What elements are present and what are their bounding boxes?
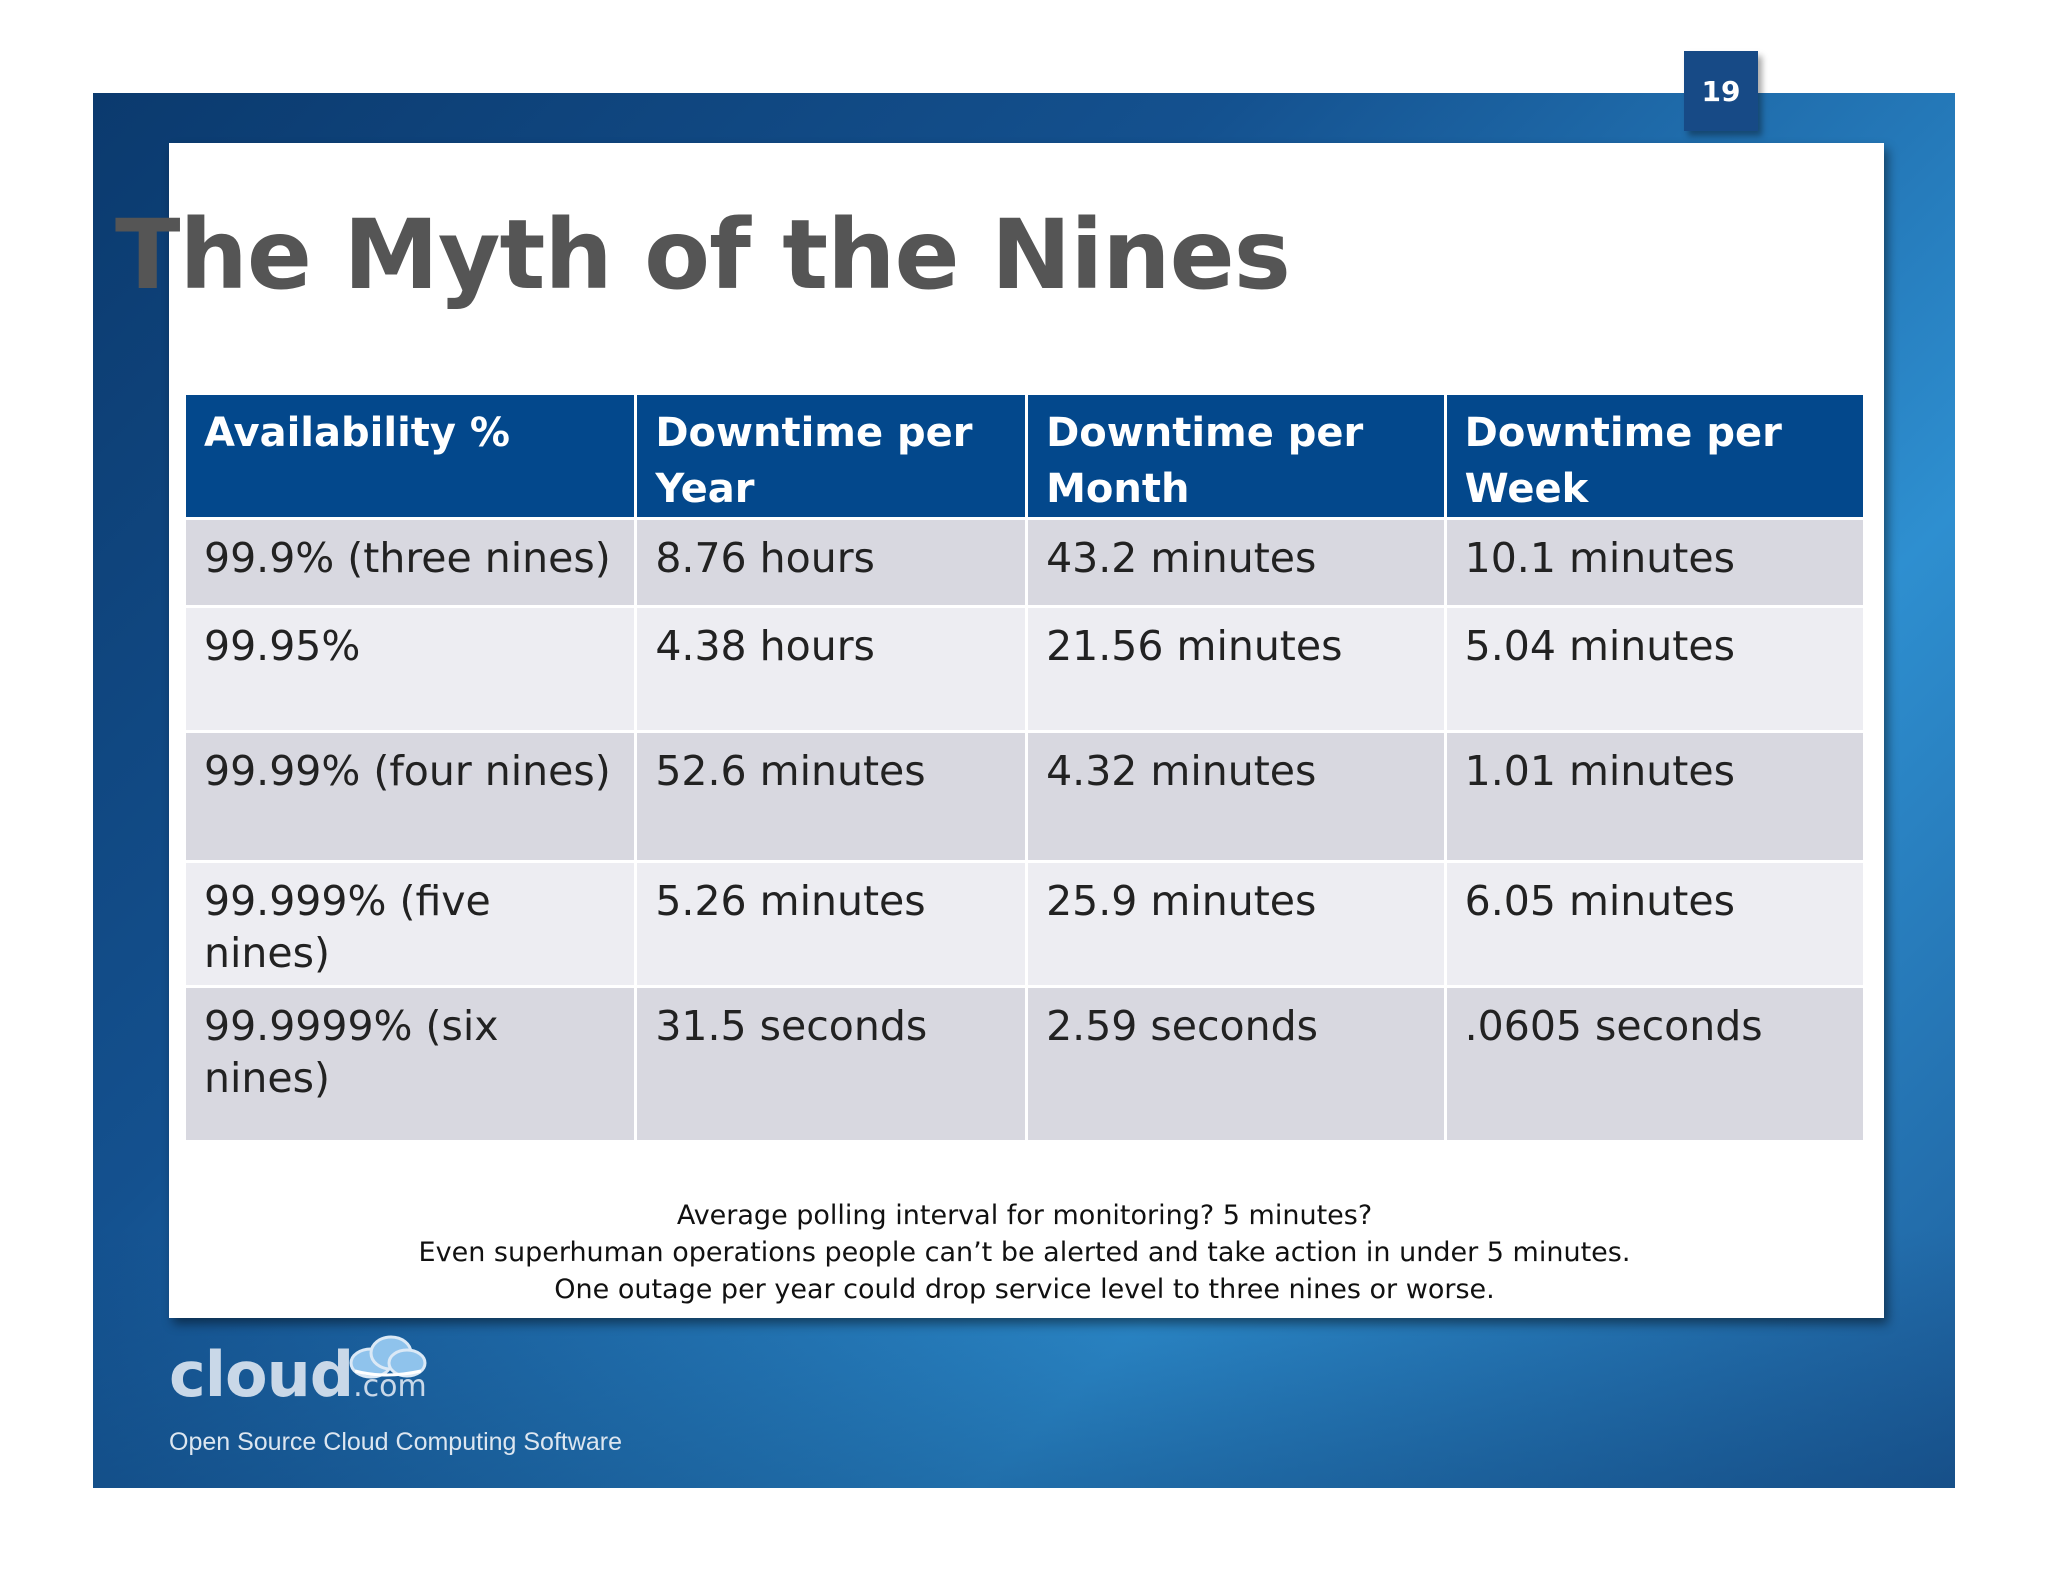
cell-availability: 99.999% (five nines) [186, 863, 638, 988]
table-header-row: Availability % Downtime per Year Downtim… [186, 395, 1863, 520]
cell-year: 31.5 seconds [637, 988, 1029, 1143]
cell-week: 5.04 minutes [1446, 608, 1863, 733]
cell-month: 25.9 minutes [1028, 863, 1447, 988]
cell-year: 8.76 hours [637, 520, 1029, 608]
table-row: 99.999% (five nines) 5.26 minutes 25.9 m… [186, 863, 1863, 988]
footnote-line: Even superhuman operations people can’t … [418, 1237, 1631, 1268]
cell-week: .0605 seconds [1446, 988, 1863, 1143]
footnote-line: One outage per year could drop service l… [554, 1274, 1495, 1305]
cell-week: 10.1 minutes [1446, 520, 1863, 608]
cell-month: 4.32 minutes [1028, 733, 1447, 863]
logo-tagline: Open Source Cloud Computing Software [169, 1428, 623, 1456]
table-row: 99.9999% (six nines) 31.5 seconds 2.59 s… [186, 988, 1863, 1143]
cell-year: 4.38 hours [637, 608, 1029, 733]
availability-table: Availability % Downtime per Year Downtim… [186, 395, 1863, 1143]
table-row: 99.95% 4.38 hours 21.56 minutes 5.04 min… [186, 608, 1863, 733]
cell-availability: 99.9% (three nines) [186, 520, 638, 608]
page-number-badge: 19 [1684, 51, 1758, 131]
footnote: Average polling interval for monitoring?… [186, 1197, 1863, 1308]
table-row: 99.9% (three nines) 8.76 hours 43.2 minu… [186, 520, 1863, 608]
cell-month: 21.56 minutes [1028, 608, 1447, 733]
logo-wordmark: cloud.com [169, 1335, 622, 1422]
header-downtime-year: Downtime per Year [637, 395, 1029, 520]
cell-availability: 99.99% (four nines) [186, 733, 638, 863]
header-downtime-month: Downtime per Month [1028, 395, 1447, 520]
cell-week: 6.05 minutes [1446, 863, 1863, 988]
cell-year: 5.26 minutes [637, 863, 1029, 988]
logo-word: cloud [169, 1338, 354, 1411]
cell-availability: 99.95% [186, 608, 638, 733]
footnote-line: Average polling interval for monitoring?… [676, 1200, 1373, 1231]
table-row: 99.99% (four nines) 52.6 minutes 4.32 mi… [186, 733, 1863, 863]
cell-month: 2.59 seconds [1028, 988, 1447, 1143]
cell-week: 1.01 minutes [1446, 733, 1863, 863]
cloud-icon [349, 1335, 427, 1379]
cell-month: 43.2 minutes [1028, 520, 1447, 608]
header-availability: Availability % [186, 395, 638, 520]
cell-availability: 99.9999% (six nines) [186, 988, 638, 1143]
header-downtime-week: Downtime per Week [1446, 395, 1863, 520]
cell-year: 52.6 minutes [637, 733, 1029, 863]
slide-title: The Myth of the Nines [115, 199, 1291, 311]
cloud-com-logo: cloud.com Open Source Cloud Computing So… [169, 1335, 623, 1457]
